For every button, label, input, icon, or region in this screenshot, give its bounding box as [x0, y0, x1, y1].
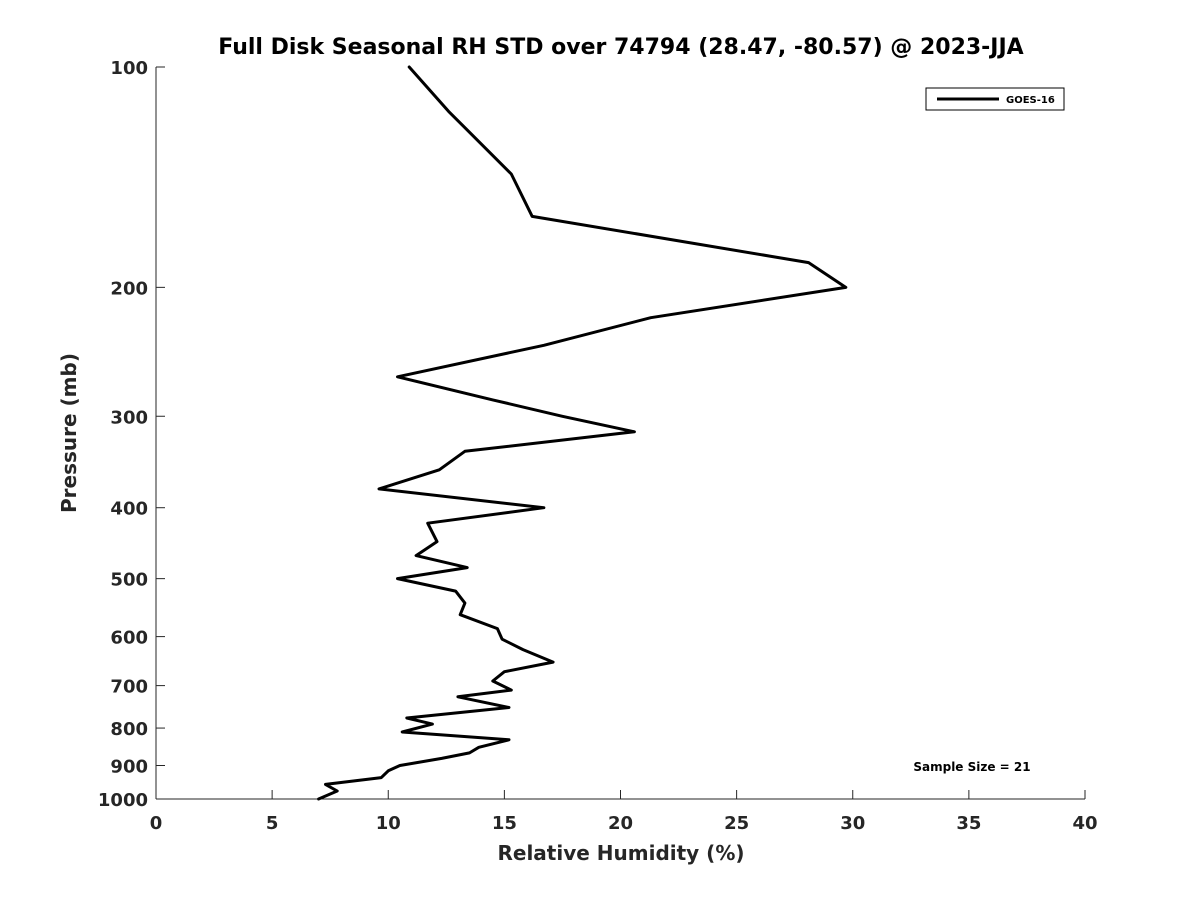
y-tick-label: 900 — [110, 757, 148, 778]
y-axis-label: Pressure (mb) — [57, 353, 81, 513]
y-tick-label: 800 — [110, 719, 148, 740]
x-axis: 0 5 10 15 20 25 30 35 40 — [150, 790, 1098, 834]
y-axis: 100 200 300 400 500 600 700 800 900 1000 — [98, 58, 165, 811]
plot-area — [155, 65, 1085, 801]
x-axis-label: Relative Humidity (%) — [497, 841, 744, 865]
y-tick-label: 1000 — [98, 790, 148, 811]
x-tick-label: 20 — [608, 813, 633, 834]
y-tick-label: 200 — [110, 278, 148, 299]
x-tick-label: 40 — [1072, 813, 1097, 834]
x-tick-label: 25 — [724, 813, 749, 834]
chart-title: Full Disk Seasonal RH STD over 74794 (28… — [218, 35, 1023, 60]
y-tick-label: 300 — [110, 407, 148, 428]
x-tick-label: 35 — [956, 813, 981, 834]
y-tick-label: 400 — [110, 499, 148, 520]
legend: GOES-16 — [925, 87, 1065, 111]
x-tick-label: 5 — [266, 813, 279, 834]
y-tick-label: 100 — [110, 58, 148, 79]
x-tick-label: 10 — [376, 813, 401, 834]
legend-label-goes-16: GOES-16 — [1006, 95, 1055, 106]
x-tick-label: 15 — [492, 813, 517, 834]
x-tick-label: 30 — [840, 813, 865, 834]
y-tick-label: 600 — [110, 628, 148, 649]
y-tick-label: 700 — [110, 677, 148, 698]
x-tick-label: 0 — [150, 813, 163, 834]
y-tick-label: 500 — [110, 570, 148, 591]
sample-size-annotation: Sample Size = 21 — [913, 760, 1030, 774]
series-line-goes-16 — [317, 65, 848, 801]
